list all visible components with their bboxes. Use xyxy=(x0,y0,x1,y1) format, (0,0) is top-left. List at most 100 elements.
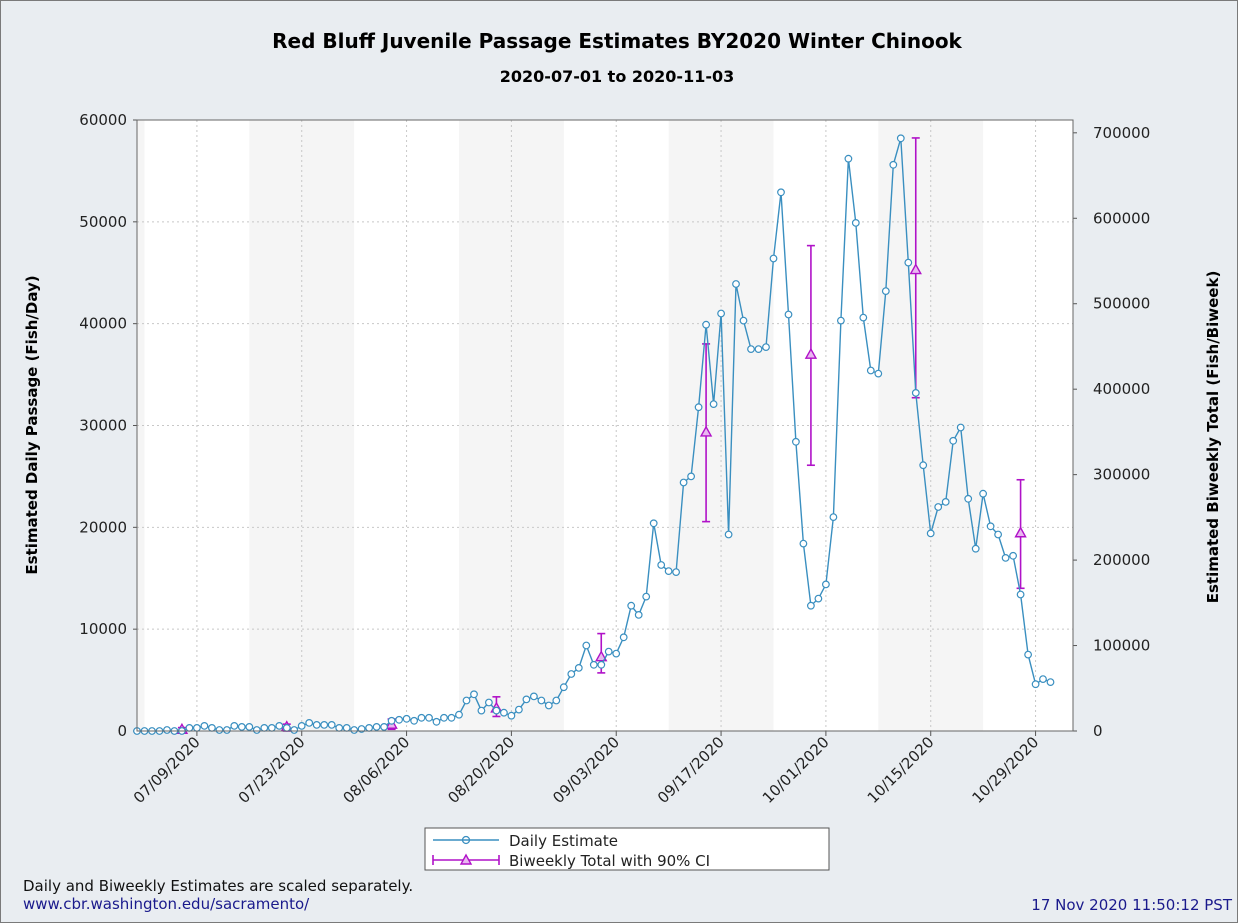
daily-point xyxy=(822,580,830,589)
daily-point xyxy=(222,726,231,734)
daily-point xyxy=(515,705,523,714)
legend-daily-marker xyxy=(461,835,471,845)
daily-point xyxy=(185,724,194,732)
x-tick-label: 07/09/2020 xyxy=(130,733,204,807)
daily-point xyxy=(335,724,344,732)
daily-point xyxy=(290,726,299,734)
daily-point xyxy=(470,690,478,699)
right-tick-label: 200000 xyxy=(1093,551,1150,569)
left-y-axis-label: Estimated Daily Passage (Fish/Day) xyxy=(23,275,41,574)
left-tick-label: 50000 xyxy=(79,213,127,231)
daily-point xyxy=(267,724,276,732)
daily-point xyxy=(881,287,890,296)
daily-point xyxy=(462,696,471,705)
daily-point xyxy=(492,706,501,715)
x-tick-label: 08/06/2020 xyxy=(340,733,414,807)
daily-point xyxy=(342,724,351,732)
daily-point xyxy=(657,561,666,569)
daily-point xyxy=(896,134,905,143)
right-y-axis-label: Estimated Biweekly Total (Fish/Biweek) xyxy=(1204,271,1222,604)
daily-point xyxy=(477,706,486,715)
daily-point xyxy=(1046,678,1055,686)
right-tick-label: 700000 xyxy=(1093,124,1150,142)
daily-point xyxy=(634,611,643,619)
daily-point xyxy=(866,366,875,375)
left-tick-label: 60000 xyxy=(79,111,127,129)
x-tick-label: 09/17/2020 xyxy=(654,733,728,807)
daily-point xyxy=(432,717,441,726)
daily-point xyxy=(522,695,531,704)
daily-point xyxy=(425,713,433,722)
daily-point xyxy=(949,436,958,445)
right-tick-label: 300000 xyxy=(1093,466,1150,484)
left-tick-label: 30000 xyxy=(79,417,127,435)
daily-point xyxy=(380,723,389,731)
left-y-axis-ticks: 0 10000 20000 30000 40000 50000 60000 xyxy=(79,111,137,740)
daily-point xyxy=(829,513,838,521)
daily-point xyxy=(320,721,329,729)
daily-point xyxy=(245,723,254,731)
x-tick-label: 08/20/2020 xyxy=(444,733,518,807)
daily-point xyxy=(215,726,224,734)
daily-point xyxy=(709,400,718,409)
x-tick-label: 10/29/2020 xyxy=(969,733,1043,807)
daily-point xyxy=(297,722,306,730)
daily-point xyxy=(230,722,239,730)
plot-border xyxy=(136,119,1074,732)
daily-point xyxy=(192,724,201,732)
daily-point xyxy=(395,715,404,724)
daily-point xyxy=(769,254,778,263)
x-tick-label: 07/23/2020 xyxy=(235,733,309,807)
daily-point xyxy=(956,423,965,432)
daily-point xyxy=(365,724,374,732)
x-tick-label: 10/15/2020 xyxy=(864,733,938,807)
daily-point xyxy=(627,601,636,610)
daily-point xyxy=(604,647,613,656)
legend: Daily Estimate Biweekly Total with 90% C… xyxy=(424,827,830,871)
right-tick-label: 100000 xyxy=(1093,637,1150,655)
left-tick-label: 40000 xyxy=(79,315,127,333)
daily-point xyxy=(597,660,606,669)
daily-point xyxy=(971,544,980,553)
legend-daily-label: Daily Estimate xyxy=(509,832,618,850)
daily-point xyxy=(305,719,314,727)
daily-point xyxy=(986,522,995,531)
daily-point xyxy=(844,154,853,163)
daily-point xyxy=(559,683,568,692)
daily-point xyxy=(387,716,396,725)
daily-point xyxy=(941,498,950,506)
footer-note: Daily and Biweekly Estimates are scaled … xyxy=(23,877,414,895)
biweekly-point xyxy=(804,347,818,359)
daily-point xyxy=(717,309,725,318)
daily-point xyxy=(552,696,561,705)
daily-point xyxy=(574,664,583,672)
legend-biweekly-marker xyxy=(459,853,473,865)
chart-title: Red Bluff Juvenile Passage Estimates BY2… xyxy=(272,29,962,53)
daily-point xyxy=(485,698,493,707)
legend-biweekly-label: Biweekly Total with 90% CI xyxy=(509,852,710,870)
daily-point xyxy=(687,472,695,481)
daily-point xyxy=(964,494,973,503)
right-tick-label: 600000 xyxy=(1093,209,1150,227)
daily-point xyxy=(455,710,463,719)
daily-point xyxy=(649,519,658,528)
daily-point xyxy=(260,724,269,732)
daily-point xyxy=(739,316,748,325)
daily-point xyxy=(979,489,987,498)
daily-point xyxy=(1024,650,1032,659)
daily-point xyxy=(1001,554,1010,562)
daily-point xyxy=(732,280,740,288)
footer-url[interactable]: www.cbr.washington.edu/sacramento/ xyxy=(23,895,310,913)
daily-point xyxy=(372,723,381,731)
x-tick-label: 09/03/2020 xyxy=(549,733,623,807)
left-tick-label: 0 xyxy=(117,722,127,740)
daily-point xyxy=(784,310,793,319)
daily-point xyxy=(934,503,943,511)
footer-timestamp: 17 Nov 2020 11:50:12 PST xyxy=(1031,896,1232,914)
biweekly-point xyxy=(909,263,922,275)
daily-point xyxy=(567,670,576,678)
daily-point xyxy=(694,403,703,412)
daily-point xyxy=(402,714,411,723)
daily-point xyxy=(589,660,598,669)
